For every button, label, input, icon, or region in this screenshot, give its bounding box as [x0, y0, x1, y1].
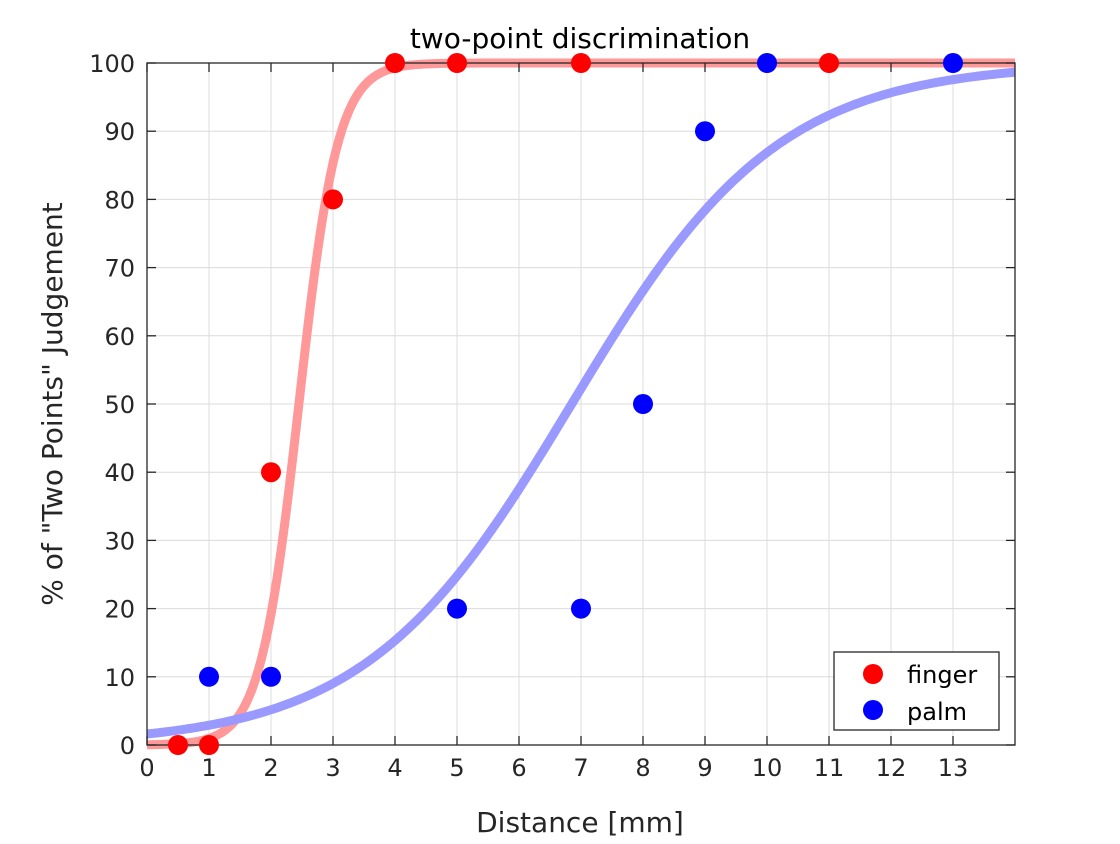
data-point-palm	[447, 598, 467, 619]
data-point-palm	[199, 666, 219, 687]
data-point-palm	[757, 53, 777, 73]
x-tick-label: 5	[449, 754, 464, 782]
y-tick-label: 60	[104, 323, 135, 351]
data-point-palm	[571, 598, 591, 619]
y-tick-label: 50	[104, 391, 135, 419]
legend-label-palm: palm	[907, 698, 967, 726]
y-tick-label: 80	[104, 186, 135, 214]
x-axis-label: Distance [mm]	[476, 806, 684, 839]
data-point-palm	[695, 121, 715, 142]
y-tick-label: 0	[120, 732, 135, 760]
data-point-finger	[168, 735, 188, 755]
x-tick-label: 0	[139, 754, 154, 782]
x-tick-label: 2	[263, 754, 278, 782]
x-tick-label: 4	[387, 754, 402, 782]
x-tick-label: 10	[752, 754, 783, 782]
data-point-finger	[199, 735, 219, 755]
legend-marker-finger	[863, 664, 883, 684]
y-tick-label: 10	[104, 664, 135, 692]
data-point-finger	[819, 53, 839, 73]
legend-marker-palm	[863, 700, 883, 720]
x-tick-label: 13	[938, 754, 969, 782]
y-axis-label: % of "Two Points" Judgement	[36, 202, 69, 606]
data-point-finger	[261, 462, 281, 483]
y-tick-label: 20	[104, 596, 135, 624]
y-tick-label: 100	[89, 50, 135, 78]
y-tick-label: 40	[104, 459, 135, 487]
data-point-palm	[943, 53, 963, 73]
x-tick-label: 6	[511, 754, 526, 782]
x-tick-label: 7	[573, 754, 588, 782]
x-tick-label: 8	[635, 754, 650, 782]
x-tick-label: 9	[697, 754, 712, 782]
y-tick-label: 30	[104, 527, 135, 555]
fit-curve-palm	[145, 67, 1017, 739]
legend: finger palm	[833, 651, 1000, 731]
x-tick-label: 1	[201, 754, 216, 782]
data-point-finger	[385, 53, 405, 73]
data-point-finger	[323, 189, 343, 210]
x-tick-label: 12	[876, 754, 907, 782]
data-point-finger	[571, 53, 591, 73]
y-tick-label: 90	[104, 118, 135, 146]
legend-box	[833, 651, 1000, 731]
legend-label-finger: finger	[907, 661, 977, 689]
data-point-palm	[261, 666, 281, 687]
data-points	[168, 53, 963, 755]
data-point-finger	[447, 53, 467, 73]
x-tick-label: 11	[814, 754, 845, 782]
data-point-palm	[633, 394, 653, 414]
y-tick-label: 70	[104, 255, 135, 283]
chart-title: two-point discrimination	[410, 22, 750, 55]
x-tick-label: 3	[325, 754, 340, 782]
